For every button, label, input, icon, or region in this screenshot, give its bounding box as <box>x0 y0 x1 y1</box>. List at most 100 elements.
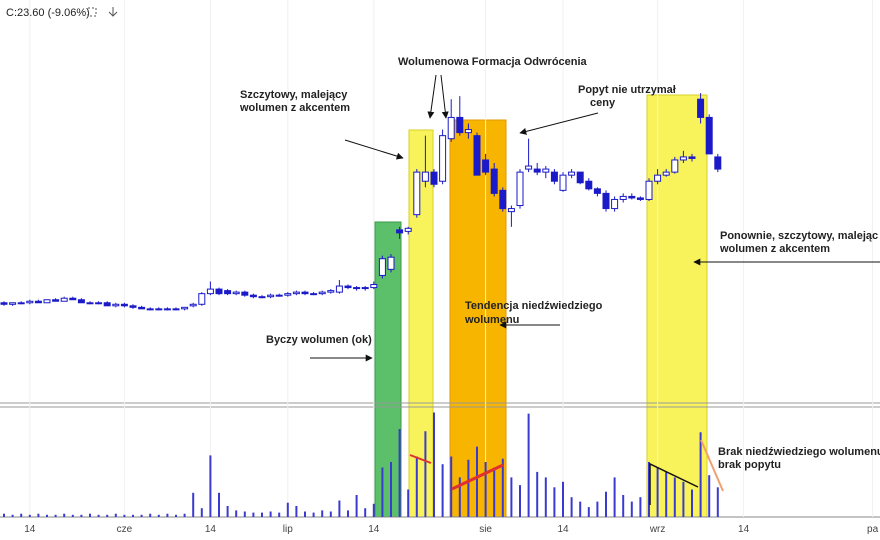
annotation: Byczy wolumen (ok) <box>266 334 372 346</box>
candle-body <box>542 168 550 173</box>
candle-body <box>267 294 275 298</box>
candle-body <box>344 285 352 289</box>
candle-body <box>77 299 85 304</box>
candle-body <box>628 195 636 199</box>
x-tick-label: 14 <box>557 524 569 535</box>
fullscreen-icon[interactable] <box>87 7 97 17</box>
candle-body <box>0 302 8 305</box>
candle-body <box>224 290 232 295</box>
candle-body <box>525 165 533 170</box>
candle-body <box>593 188 601 194</box>
candle-body <box>258 296 266 299</box>
candle-body <box>619 195 627 200</box>
candle-body <box>95 302 103 305</box>
trend-line <box>451 463 504 491</box>
candle-body <box>249 294 257 298</box>
candle-body <box>310 293 318 296</box>
candle-body <box>654 174 662 182</box>
x-tick-label: sie <box>479 524 492 535</box>
x-tick-label: wrz <box>649 524 666 535</box>
candle-body <box>413 171 421 216</box>
candle-body <box>439 135 447 182</box>
candle-body <box>189 303 197 307</box>
arrow <box>440 74 449 119</box>
highlight-yellow <box>646 94 708 518</box>
annotation: Wolumenowa Formacja Odwrócenia <box>398 56 588 68</box>
candle-body <box>335 285 343 293</box>
candle-body <box>163 308 171 311</box>
candle-body <box>241 291 249 296</box>
candle-body <box>103 302 111 307</box>
candle-body <box>327 290 335 293</box>
candle-body <box>292 291 300 295</box>
candle-body <box>378 258 386 276</box>
candle-body <box>482 159 490 173</box>
candle-body <box>662 171 670 176</box>
trend-line <box>409 454 432 464</box>
annotation: Popyt nie utrzymał <box>578 84 676 96</box>
annotation: Tendencja niedźwiedziego <box>465 300 603 312</box>
candle-body <box>636 197 644 200</box>
candle-body <box>146 308 154 311</box>
x-tick-label: lip <box>283 524 293 535</box>
arrow <box>519 112 599 135</box>
candle-body <box>490 168 498 194</box>
arrow <box>344 139 404 160</box>
x-tick-label: 14 <box>24 524 36 535</box>
candle-body <box>353 287 361 290</box>
candle-body <box>275 294 283 297</box>
candle-body <box>60 297 68 302</box>
candle-body <box>129 305 137 308</box>
candle-body <box>421 171 429 182</box>
annotation: Brak niedźwiedziego wolumenu <box>718 446 880 458</box>
candle-body <box>43 299 51 304</box>
candle-body <box>705 116 713 155</box>
candle-body <box>559 174 567 191</box>
candle-body <box>370 284 378 289</box>
x-tick-label: pa <box>867 524 879 535</box>
candle-body <box>464 129 472 134</box>
candle-body <box>69 297 77 301</box>
candle-body <box>138 306 146 310</box>
candle-body <box>387 256 395 270</box>
candle-body <box>26 300 34 304</box>
candle-body <box>499 189 507 210</box>
candle-body <box>155 308 163 311</box>
x-tick-label: 14 <box>205 524 217 535</box>
candle-body <box>714 156 722 170</box>
candle-body <box>17 302 25 305</box>
candle-body <box>215 288 223 295</box>
trend-line <box>649 462 699 505</box>
candle-body <box>232 291 240 295</box>
annotation: Ponownie, szczytowy, malejąc <box>720 230 878 242</box>
annotation: wolumen z akcentem <box>239 102 350 114</box>
candle-body <box>550 171 558 182</box>
candle-body <box>318 291 326 295</box>
candle-body <box>198 293 206 305</box>
x-tick-label: cze <box>117 524 133 535</box>
candle-body <box>456 116 464 134</box>
candle-body <box>473 135 481 176</box>
candle-body <box>611 198 619 210</box>
candle-body <box>507 208 515 213</box>
candle-body <box>284 293 292 296</box>
candle-body <box>679 156 687 161</box>
candle-body <box>697 98 705 118</box>
annotation: Szczytowy, malejący <box>240 89 348 101</box>
candle-body <box>645 180 653 200</box>
candle-body <box>52 299 60 302</box>
candle-body <box>34 300 42 304</box>
candle-body <box>206 288 214 295</box>
candle-body <box>516 171 524 207</box>
annotation: ceny <box>590 97 616 109</box>
candle-body <box>576 171 584 184</box>
candle-body <box>568 171 576 176</box>
download-icon[interactable] <box>108 7 118 17</box>
candle-body <box>120 303 128 307</box>
candle-body <box>86 302 94 305</box>
candle-body <box>301 291 309 295</box>
arrow <box>427 74 437 119</box>
candle-body <box>112 303 120 307</box>
annotation: brak popytu <box>718 459 781 471</box>
